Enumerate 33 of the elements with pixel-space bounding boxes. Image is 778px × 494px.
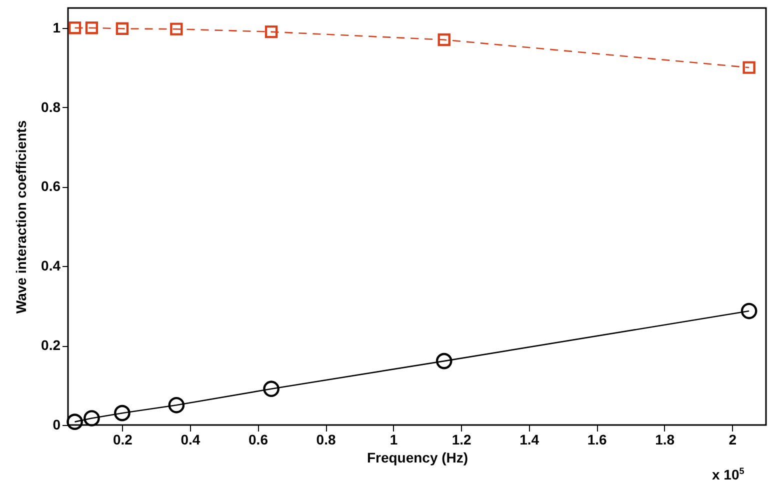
y-tick-label: 0.8 (41, 98, 61, 115)
point (742, 61, 756, 74)
x-tick-label: 0.6 (248, 432, 268, 448)
y-tick-label: 0 (52, 416, 61, 432)
point (264, 25, 278, 38)
point (170, 22, 183, 36)
point (116, 22, 129, 35)
text: x 10$^{5}$ (712, 466, 744, 483)
x-tick-label: 0.8 (316, 432, 336, 448)
point (68, 22, 82, 34)
x-tick-label: 0.2 (112, 432, 133, 448)
x-axis-title: Frequency (Hz) (366, 450, 468, 466)
y-tick-label: 0.2 (41, 337, 61, 354)
x-tick-label: 1.8 (655, 432, 675, 448)
point (84, 410, 100, 426)
x-tick-label: 0.4 (180, 432, 200, 448)
x-tick-label: 1 (390, 432, 398, 448)
x-tick-label: 1.6 (587, 432, 608, 448)
point (740, 302, 758, 320)
x-tick-label: 1.2 (452, 432, 472, 448)
x-tick-label: 2 (728, 432, 737, 448)
point (263, 380, 280, 398)
x-tick-label: 1.4 (520, 432, 540, 448)
y-tick-label: 0.6 (41, 178, 61, 194)
y-tick-label: 1 (52, 19, 61, 36)
point (438, 33, 450, 46)
y-axis-title: Wave interaction coefficients (13, 120, 30, 314)
point (114, 404, 130, 422)
point (66, 414, 83, 430)
point (85, 22, 98, 34)
y-tick-label: 0.4 (41, 258, 61, 274)
point (168, 396, 185, 414)
point (436, 352, 452, 370)
